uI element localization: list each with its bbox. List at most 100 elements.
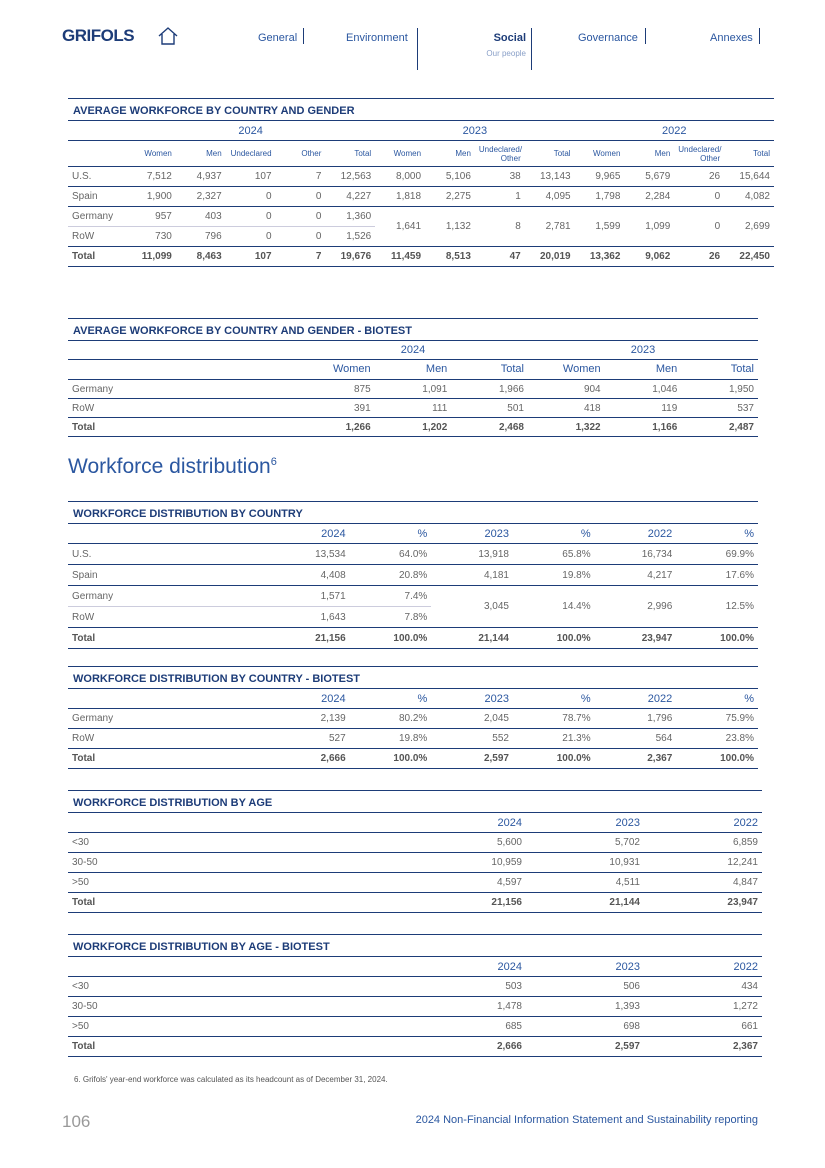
row-label: Spain <box>72 191 98 202</box>
logo[interactable]: GRIFOLS <box>62 26 135 45</box>
cell: 5,600 <box>496 837 522 848</box>
column-header: 2023 <box>484 692 509 705</box>
cell: 111 <box>432 402 448 414</box>
column-row: Women Men Undeclared Other Total Women Men Unde… <box>68 141 774 167</box>
section-title-text: Workforce distribution <box>68 455 271 478</box>
divider <box>417 28 418 70</box>
data-row: Germany 957 403 0 0 1,360 1,641 1,132 8 2,781 1,59… <box>68 207 774 232</box>
column-header: Other <box>301 149 322 158</box>
nav-item[interactable]: Environment <box>346 32 408 44</box>
cell: 1,796 <box>647 713 673 724</box>
footnote: 6. Grifols' year-end workforce was calcu… <box>74 1075 388 1084</box>
row-label: 30-50 <box>72 857 98 868</box>
year-row: 2024 2023 <box>68 341 758 360</box>
cell: 38 <box>509 171 521 182</box>
divider <box>531 28 532 70</box>
cell: 2,699 <box>744 221 770 232</box>
corner <box>68 957 408 977</box>
cell: 5,702 <box>614 837 640 848</box>
year-row: 2024 2023 2022 <box>68 121 774 141</box>
cell: 8 <box>515 221 521 232</box>
cell: 2,487 <box>728 421 754 433</box>
column-header: Total <box>354 149 372 158</box>
cell: 403 <box>205 211 222 222</box>
cell: 26 <box>709 171 721 182</box>
cell: 1,132 <box>445 221 471 232</box>
cell: 12,241 <box>727 857 758 868</box>
nav-item-active[interactable]: Social <box>493 32 526 44</box>
cell: 4,511 <box>615 877 640 888</box>
cell: 2,597 <box>483 753 509 764</box>
cell: 527 <box>328 733 346 744</box>
cell: 13,534 <box>315 548 346 560</box>
cell: 2,597 <box>614 1041 640 1052</box>
divider <box>303 28 304 44</box>
column-header: % <box>417 692 428 705</box>
corner <box>68 813 408 833</box>
data-row: RoW 1,643 7.8% <box>68 607 758 628</box>
data-row: <30 503 506 434 <box>68 977 762 997</box>
nav-sub[interactable]: Our people <box>486 49 526 58</box>
divider <box>759 28 760 44</box>
year-header: 2022 <box>662 124 687 137</box>
cell: 2,666 <box>496 1041 522 1052</box>
cell: 685 <box>505 1021 522 1032</box>
cell: 2,367 <box>732 1041 758 1052</box>
cell: 11,459 <box>391 251 422 262</box>
cell: 13,918 <box>478 548 509 560</box>
row-label: Total <box>72 632 96 644</box>
section-title: Workforce distribution6 <box>68 455 277 479</box>
column-header: % <box>417 527 428 540</box>
cell: 391 <box>353 402 371 414</box>
cell: 69.9% <box>725 548 754 560</box>
nav-item[interactable]: Annexes <box>710 32 753 44</box>
column-row: 2024 2023 2022 <box>68 813 762 833</box>
column-row: 2024% 2023% 2022% <box>68 524 758 544</box>
cell: 20,019 <box>540 251 571 262</box>
data-row: U.S. 13,534 64.0% 13,918 65.8% 16,734 69.9% <box>68 544 758 565</box>
divider <box>645 28 646 44</box>
row-label: 30-50 <box>72 1001 98 1012</box>
home-icon[interactable] <box>157 25 179 47</box>
cell: 15,644 <box>739 171 770 182</box>
cell: 17.6% <box>725 569 754 581</box>
column-header: Women <box>332 363 371 375</box>
cell: 11,099 <box>141 251 172 262</box>
column-header: 2022 <box>647 692 673 705</box>
cell: 21,156 <box>315 632 346 644</box>
column-header: Total <box>553 149 571 158</box>
column-header: Women <box>393 149 422 158</box>
row-label: RoW <box>72 611 95 623</box>
data-row: Germany 875 1,091 1,966 904 1,046 1,950 <box>68 380 758 399</box>
column-header: 2024 <box>321 527 346 540</box>
column-row: 2024 2023 2022 <box>68 957 762 977</box>
row-label: Total <box>72 1041 96 1052</box>
cell: 8,463 <box>196 251 222 262</box>
cell: 100.0% <box>720 753 754 764</box>
cell: 7 <box>315 171 322 182</box>
cell: 875 <box>353 383 371 395</box>
data-row: U.S. 7,512 4,937 107 7 12,563 8,000 5,106 38 13,1… <box>68 167 774 187</box>
cell: 1,478 <box>496 1001 522 1012</box>
cell: 100.0% <box>556 753 591 764</box>
data-table: WORKFORCE DISTRIBUTION BY COUNTRY - BIOT… <box>68 666 758 769</box>
cell: 1,643 <box>320 611 346 623</box>
cell: 12.5% <box>725 601 754 612</box>
column-header: Men <box>206 149 222 158</box>
cell: 1,900 <box>146 191 172 202</box>
cell: 13,143 <box>540 171 571 182</box>
cell: 5,679 <box>645 171 671 182</box>
column-row: 2024% 2023% 2022% <box>68 689 758 709</box>
footer-text: 2024 Non-Financial Information Statement… <box>415 1114 758 1126</box>
cell: 107 <box>254 171 272 182</box>
total-row: Total 21,156 21,144 23,947 <box>68 893 762 913</box>
year-header: 2023 <box>462 124 488 137</box>
nav-item[interactable]: General <box>258 32 298 44</box>
column-header: 2023 <box>615 960 640 973</box>
cell: 10,959 <box>491 857 522 868</box>
nav-item[interactable]: Governance <box>578 32 638 44</box>
cell: 20.8% <box>398 569 428 581</box>
column-header: Men <box>455 149 471 158</box>
cell: 7,512 <box>146 171 172 182</box>
column-header: Men <box>425 363 448 375</box>
